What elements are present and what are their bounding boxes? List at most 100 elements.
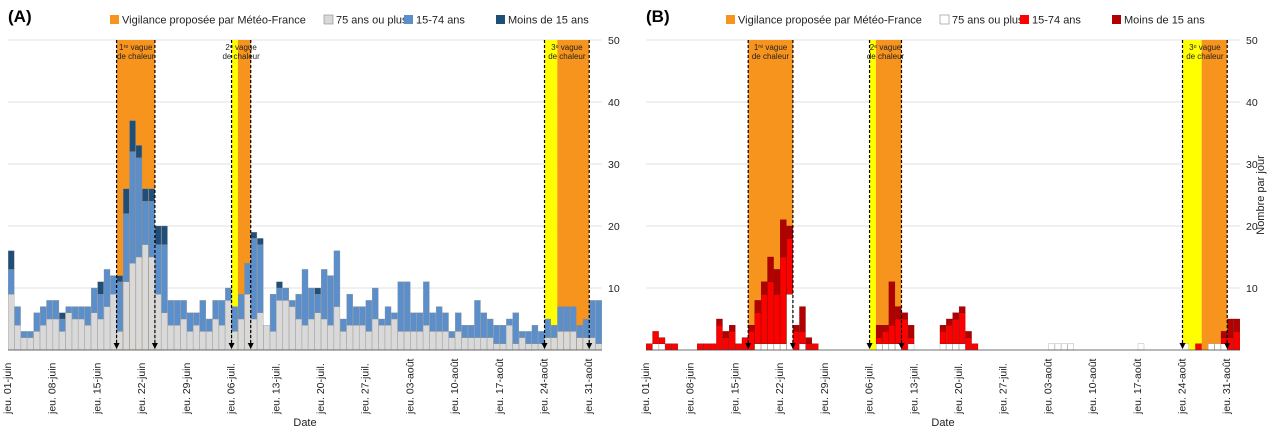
bar-segment [709,343,717,351]
bar-segment [550,325,558,338]
bar-segment [237,318,245,351]
bar-segment [461,325,468,338]
bar-segment [122,281,130,351]
bar-segment [282,300,290,351]
bar-segment [97,318,104,351]
legend-label: Vigilance proposée par Météo-France [122,15,306,27]
bar-segment [455,331,462,351]
bar-segment [199,331,206,351]
bar-segment [225,300,232,351]
bar-segment [52,318,60,351]
bar-segment [525,343,532,351]
x-tick-label: jeu. 31-août [583,358,595,415]
legend-swatch [323,14,334,25]
bar-segment [8,269,15,295]
legend-swatch [496,15,505,24]
x-tick-label: jeu. 01-juin [640,362,652,415]
bar-segment [416,331,424,351]
bar-segment [805,337,813,344]
bar-segment [1054,343,1062,351]
bar-segment [186,312,194,332]
bar-segment [442,312,449,332]
bar-segment [786,294,793,351]
bar-segment [461,337,468,351]
bar-segment [225,287,232,301]
bar-segment [269,294,277,332]
bar-segment [570,306,577,332]
bar-segment [1233,318,1240,332]
bar-segment [882,331,889,344]
bar-segment [467,337,475,351]
bar-segment [442,331,449,351]
bar-segment [512,343,519,351]
y-axis-title: Nombre par jour [1255,155,1267,235]
bar-segment [716,318,723,326]
legend-item: 15-74 ans [404,15,465,27]
legend-item: Vigilance proposée par Météo-France [726,15,922,27]
bar-segment [27,337,34,351]
bar-segment [812,343,819,351]
heat-wave-3 [544,40,590,350]
bar-segment [27,331,34,338]
bar-segment [116,331,123,351]
bar-segment [314,312,321,351]
bar-segment [352,306,360,326]
bar-segment [958,343,966,351]
x-tick-label: jeu. 22-juin [774,362,786,415]
vigilance-band-orange [557,40,590,350]
bar-segment [652,331,659,344]
bar-segment [888,343,896,351]
bar-segment [199,300,206,332]
bar-segment [435,306,443,332]
bar-segment [767,343,774,351]
bar-segment [875,325,883,338]
bar-segment [563,331,571,351]
x-tick-label: jeu. 08-juin [47,362,59,415]
heat-wave-label: 3ᵉ vague [1189,43,1221,52]
bar-segment [958,312,966,344]
vigilance-band-yellow [1182,40,1202,350]
bar-segment [91,312,98,351]
bar-segment [760,294,768,344]
bar-segment [103,306,111,351]
bar-segment [907,343,915,351]
bar-segment [365,300,373,332]
x-tick-label: jeu. 17-août [494,358,506,415]
heat-wave-label: de chaleur [1186,52,1224,61]
bar-segment [754,343,761,351]
bar-segment [212,318,219,351]
bar-segment [148,201,155,258]
bar-segment [1220,337,1228,344]
bar-segment [499,343,507,351]
y-tick-label: 30 [1246,159,1258,171]
bar-segment [754,312,761,344]
x-tick-label: jeu. 15-juin [91,362,103,415]
heat-wave-arrow [789,343,796,349]
bar-segment [308,318,315,351]
bar-segment [722,337,730,351]
bar-segment [276,287,283,301]
heat-wave-label: de chaleur [222,52,260,61]
bar-segment [480,337,488,351]
bar-segment [582,318,590,338]
bar-segment [780,256,787,344]
bar-segment [971,343,979,351]
bar-segment [792,331,800,351]
heat-wave-arrow [898,343,905,349]
legend-item: 75 ans ou plus [323,14,408,27]
bar-segment [340,318,347,332]
bar-segment [59,312,66,320]
bar-segment [448,331,456,338]
x-tick-label: jeu. 24-août [539,358,551,415]
bar-segment [786,238,793,295]
bar-segment [289,300,296,307]
bar-segment [404,281,411,332]
bar-segment [416,312,424,332]
bar-segment [250,238,258,320]
bar-segment [544,318,551,338]
bar-segment [327,325,334,351]
bar-segment [193,325,200,351]
bar-segment [167,300,175,326]
